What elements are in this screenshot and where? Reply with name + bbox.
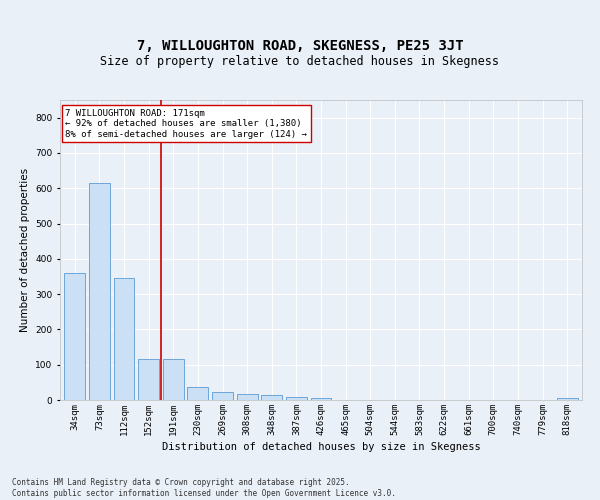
Bar [138,358,159,400]
Bar [64,273,85,400]
Text: 7, WILLOUGHTON ROAD, SKEGNESS, PE25 3JT: 7, WILLOUGHTON ROAD, SKEGNESS, PE25 3JT [137,38,463,52]
Bar [89,183,110,400]
Bar [557,398,578,400]
Bar [311,398,331,400]
Bar [286,397,307,400]
Bar [163,358,184,400]
Bar [113,278,134,400]
Text: 7 WILLOUGHTON ROAD: 171sqm
← 92% of detached houses are smaller (1,380)
8% of se: 7 WILLOUGHTON ROAD: 171sqm ← 92% of deta… [65,109,307,139]
Y-axis label: Number of detached properties: Number of detached properties [20,168,29,332]
Text: Distribution of detached houses by size in Skegness: Distribution of detached houses by size … [161,442,481,452]
Bar [212,392,233,400]
Text: Contains HM Land Registry data © Crown copyright and database right 2025.
Contai: Contains HM Land Registry data © Crown c… [12,478,396,498]
Bar [261,396,282,400]
Bar [187,386,208,400]
Bar [236,394,257,400]
Text: Size of property relative to detached houses in Skegness: Size of property relative to detached ho… [101,54,499,68]
